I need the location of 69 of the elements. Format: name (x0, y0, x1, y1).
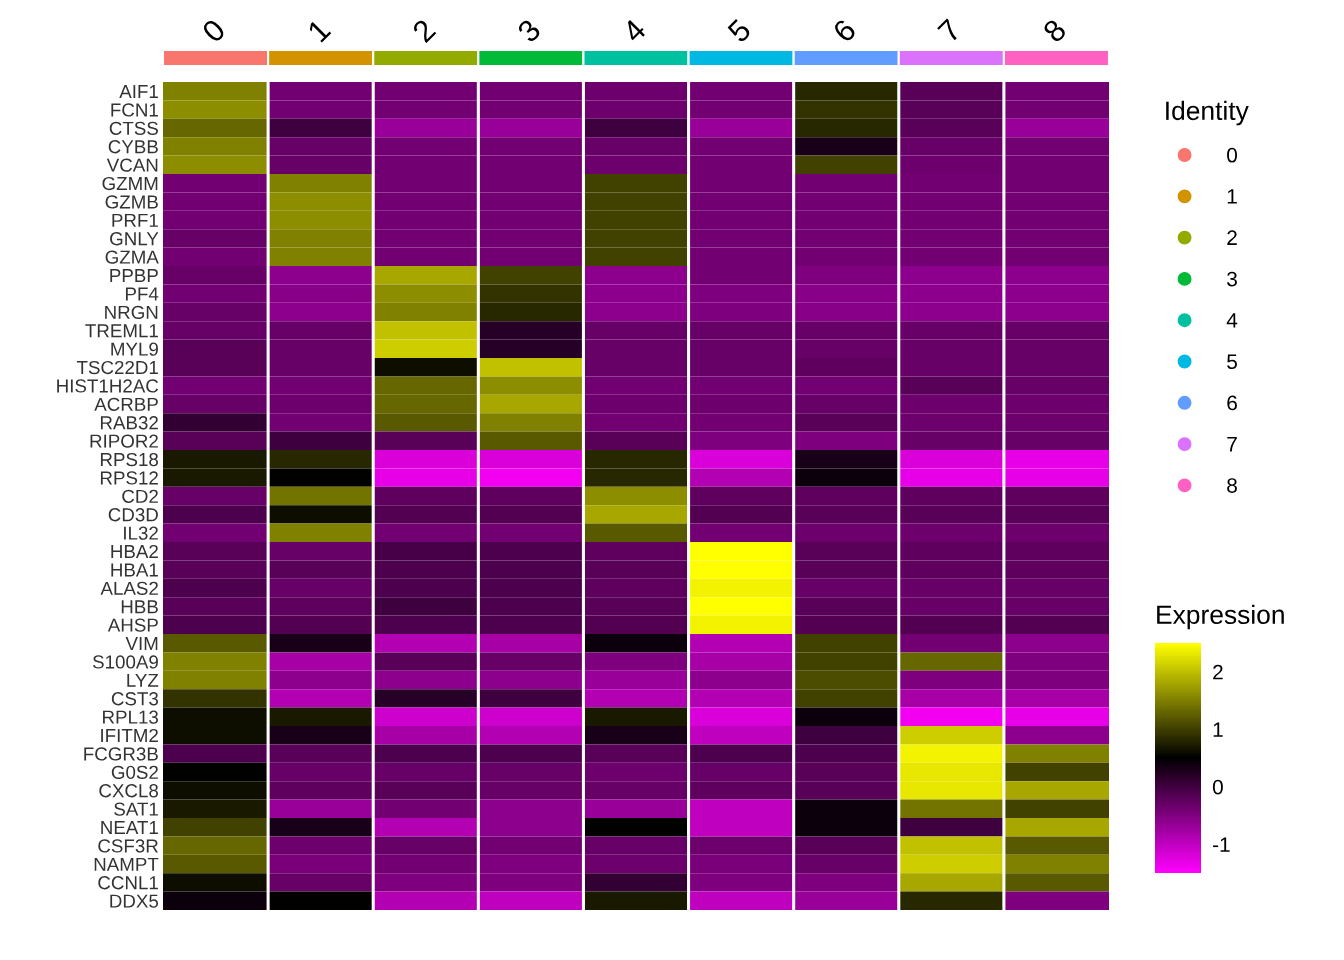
y-tick-label: RPS18 (100, 452, 159, 467)
y-tick-label: CYBB (108, 140, 158, 154)
y-tick-label: GNLY (110, 232, 159, 246)
x-tick-label: 6 (831, 18, 858, 44)
y-tick-label: SAT1 (114, 802, 158, 816)
color-bar-label: 0 (1212, 779, 1223, 795)
y-tick-label: VCAN (106, 158, 158, 172)
y-tick-label: FCGR3B (84, 747, 158, 761)
color-bar-title: Expression (1157, 604, 1284, 630)
y-tick-label: S100A9 (92, 655, 158, 669)
y-tick-label: ACRBP (94, 397, 158, 411)
y-tick-label: ALAS2 (100, 581, 158, 595)
y-tick-label: RAB32 (100, 416, 158, 430)
y-tick-label: HBA2 (111, 544, 158, 558)
category-label: 1 (1227, 189, 1237, 204)
y-tick-label: GZMB (105, 195, 158, 209)
y-tick-label: RIPOR2 (90, 434, 158, 448)
category-label: 6 (1227, 395, 1237, 411)
category-label: 2 (1227, 230, 1237, 245)
y-tick-label: NEAT1 (101, 821, 158, 834)
y-tick-label: PF4 (125, 287, 159, 301)
y-tick-label: PPBP (110, 269, 158, 282)
y-tick-label: HBA1 (111, 563, 158, 577)
y-tick-label: AHSP (107, 618, 158, 632)
color-bar-label: 1 (1213, 722, 1223, 737)
y-tick-label: NAMPT (94, 857, 159, 871)
y-tick-label: CCNL1 (98, 876, 158, 890)
y-tick-label: IL32 (124, 526, 158, 540)
y-tick-label: MYL9 (111, 342, 158, 356)
y-tick-label: HIST1H2AC (57, 379, 159, 393)
category-label: 5 (1227, 354, 1237, 369)
y-tick-label: CST3 (111, 692, 159, 706)
category-label: 7 (1227, 437, 1237, 452)
color-bar-label: 2 (1213, 664, 1223, 680)
y-tick-label: RPS12 (100, 471, 158, 485)
y-tick-label: CTSS (109, 121, 158, 135)
category-label: 0 (1227, 147, 1238, 163)
y-tick-label: GZMA (105, 250, 159, 264)
x-tick-label: 1 (307, 18, 332, 43)
x-tick-label: 2 (411, 18, 437, 44)
x-tick-label: 7 (937, 18, 962, 44)
y-tick-label: AIF1 (119, 85, 158, 98)
x-tick-label: 8 (1041, 18, 1068, 44)
category-label: 8 (1227, 478, 1237, 493)
x-tick-label: 3 (516, 18, 542, 44)
y-tick-label: DDX5 (110, 894, 159, 908)
y-tick-label: NRGN (105, 305, 158, 319)
y-tick-label: HBB (121, 600, 158, 614)
y-tick-label: VIM (125, 637, 158, 650)
y-tick-label: IFITM2 (101, 728, 158, 742)
y-tick-label: TSC22D1 (76, 360, 158, 375)
category-label: 3 (1227, 271, 1237, 287)
y-tick-label: RPL13 (103, 710, 159, 724)
y-tick-label: FCN1 (111, 103, 158, 117)
y-tick-label: CSF3R (98, 839, 158, 853)
y-tick-label: CD3D (108, 508, 158, 522)
y-tick-label: CXCL8 (99, 784, 159, 798)
y-tick-label: G0S2 (111, 765, 158, 779)
category-label: 4 (1226, 313, 1238, 328)
x-tick-label: 4 (621, 17, 647, 44)
y-tick-label: GZMM (102, 176, 158, 191)
y-tick-label: PRF1 (112, 213, 158, 227)
legend-title: Identity (1166, 100, 1249, 126)
y-tick-label: LYZ (127, 673, 159, 687)
y-tick-label: TREML1 (85, 324, 158, 338)
x-tick-label: 0 (200, 17, 227, 44)
y-tick-label: CD2 (122, 489, 158, 503)
x-tick-label: 5 (726, 18, 753, 44)
color-bar-label: -1 (1213, 837, 1230, 852)
